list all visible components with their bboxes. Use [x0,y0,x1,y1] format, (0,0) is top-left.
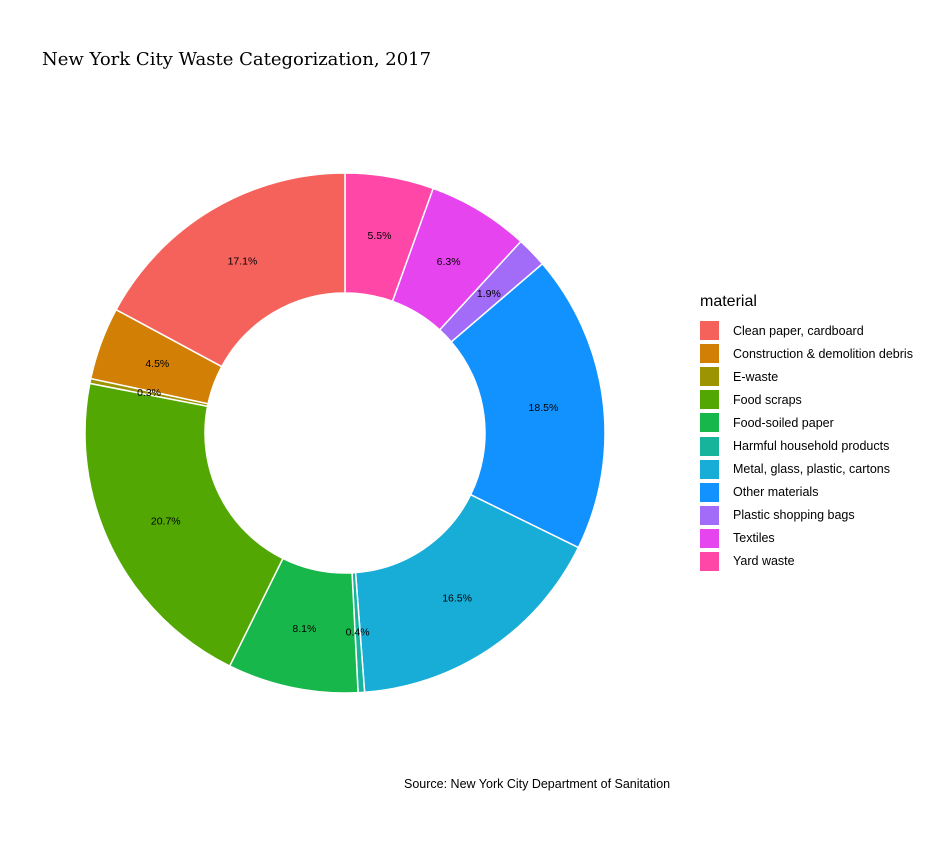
legend-item: Harmful household products [700,434,913,457]
slice-label: 16.5% [442,593,472,605]
slice-label: 18.5% [529,402,559,414]
donut-slices [84,172,606,694]
slice-other-materials [450,262,606,549]
legend-item: Yard waste [700,550,913,573]
legend-label: Yard waste [733,554,795,569]
legend-swatch [700,551,719,571]
legend-swatch [700,344,719,364]
legend-label: Textiles [733,531,775,546]
legend-label: Other materials [733,485,819,500]
legend-swatch [700,436,719,456]
legend-label: Clean paper, cardboard [733,323,864,338]
legend-swatch [700,321,719,341]
legend-label: E-waste [733,369,779,384]
legend-label: Construction & demolition debris [733,346,913,361]
slice-label: 0.4% [346,627,370,639]
slice-clean-paper-cardboard [115,172,346,368]
legend-swatch [700,482,719,502]
legend-item: Other materials [700,481,913,504]
legend-item: Food-soiled paper [700,411,913,434]
slice-label: 6.3% [437,256,461,268]
legend-label: Food-soiled paper [733,415,834,430]
slice-food-scraps [84,382,284,668]
slice-label: 20.7% [151,516,181,528]
chart-title: New York City Waste Categorization, 2017 [42,49,432,70]
legend-item: Clean paper, cardboard [700,319,913,342]
slice-label: 1.9% [477,288,501,300]
legend-item: E-waste [700,365,913,388]
legend-swatch [700,367,719,387]
legend-label: Plastic shopping bags [733,508,855,523]
legend: material Clean paper, cardboard Construct… [700,293,913,573]
legend-swatch [700,390,719,410]
legend-swatch [700,413,719,433]
slice-labels: 5.5% 6.3% 1.9% 18.5% 16.5% 0.4% 8.1% 20.7% 0.3% 4… [137,230,558,639]
legend-label: Food scraps [733,392,802,407]
legend-title: material [700,293,757,310]
legend-item: Textiles [700,527,913,550]
legend-swatch [700,505,719,525]
slice-label: 4.5% [145,358,169,370]
legend-label: Metal, glass, plastic, cartons [733,462,891,477]
legend-swatch [700,528,719,548]
legend-item: Construction & demolition debris [700,342,913,365]
legend-label: Harmful household products [733,439,890,454]
slice-metal-glass-plastic-cartons [354,493,580,694]
chart-caption: Source: New York City Department of Sani… [404,777,671,791]
slice-label: 0.3% [137,387,161,399]
legend-item: Metal, glass, plastic, cartons [700,458,913,481]
legend-items: Clean paper, cardboard Construction & dem… [700,319,913,573]
legend-item: Plastic shopping bags [700,504,913,527]
slice-label: 17.1% [228,255,258,267]
slice-label: 8.1% [292,623,316,635]
legend-swatch [700,459,719,479]
legend-item: Food scraps [700,388,913,411]
slice-label: 5.5% [367,230,391,242]
